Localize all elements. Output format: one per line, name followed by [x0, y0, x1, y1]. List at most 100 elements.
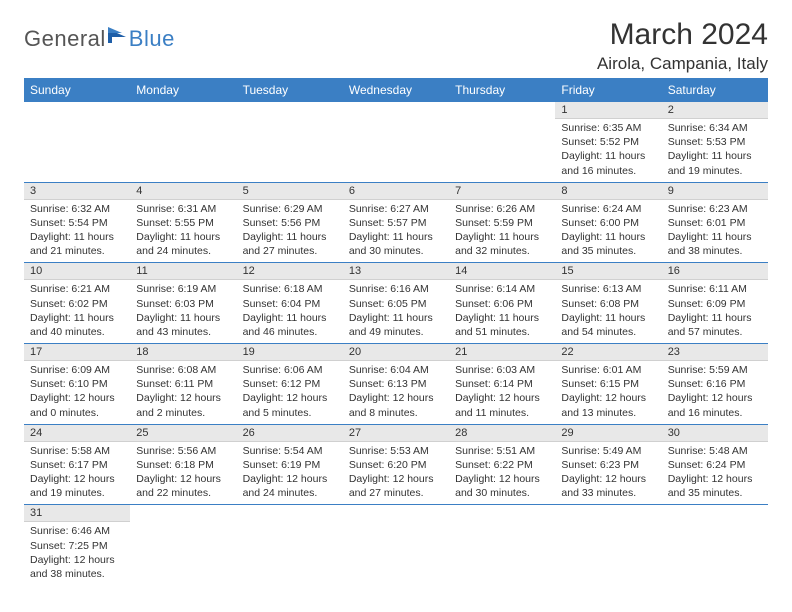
logo-text-general: General: [24, 26, 106, 52]
calendar-cell: 26Sunrise: 5:54 AMSunset: 6:19 PMDayligh…: [237, 424, 343, 505]
calendar-cell: 6Sunrise: 6:27 AMSunset: 5:57 PMDaylight…: [343, 182, 449, 263]
day-details: Sunrise: 6:21 AMSunset: 6:02 PMDaylight:…: [24, 280, 130, 343]
day-details: Sunrise: 6:35 AMSunset: 5:52 PMDaylight:…: [555, 119, 661, 182]
sunrise-line: Sunrise: 6:16 AM: [349, 282, 443, 296]
calendar-cell: 3Sunrise: 6:32 AMSunset: 5:54 PMDaylight…: [24, 182, 130, 263]
calendar-cell: 5Sunrise: 6:29 AMSunset: 5:56 PMDaylight…: [237, 182, 343, 263]
daylight-line: Daylight: 11 hours and 24 minutes.: [136, 230, 230, 258]
logo: General Blue: [24, 18, 175, 52]
calendar-cell: 14Sunrise: 6:14 AMSunset: 6:06 PMDayligh…: [449, 263, 555, 344]
day-details: Sunrise: 6:04 AMSunset: 6:13 PMDaylight:…: [343, 361, 449, 424]
logo-text-blue: Blue: [129, 26, 175, 52]
daylight-line: Daylight: 12 hours and 33 minutes.: [561, 472, 655, 500]
calendar-cell: [237, 505, 343, 585]
sunset-line: Sunset: 5:54 PM: [30, 216, 124, 230]
day-details: Sunrise: 5:53 AMSunset: 6:20 PMDaylight:…: [343, 442, 449, 505]
day-number: 1: [555, 102, 661, 119]
day-details: Sunrise: 5:51 AMSunset: 6:22 PMDaylight:…: [449, 442, 555, 505]
day-details: Sunrise: 5:49 AMSunset: 6:23 PMDaylight:…: [555, 442, 661, 505]
day-number: 11: [130, 263, 236, 280]
sunrise-line: Sunrise: 6:11 AM: [668, 282, 762, 296]
sunset-line: Sunset: 6:18 PM: [136, 458, 230, 472]
sunset-line: Sunset: 6:14 PM: [455, 377, 549, 391]
daylight-line: Daylight: 12 hours and 35 minutes.: [668, 472, 762, 500]
calendar-cell: 11Sunrise: 6:19 AMSunset: 6:03 PMDayligh…: [130, 263, 236, 344]
calendar-cell: [237, 102, 343, 182]
day-number: 15: [555, 263, 661, 280]
sunrise-line: Sunrise: 6:24 AM: [561, 202, 655, 216]
calendar-cell: [130, 102, 236, 182]
day-details: Sunrise: 6:14 AMSunset: 6:06 PMDaylight:…: [449, 280, 555, 343]
daylight-line: Daylight: 11 hours and 49 minutes.: [349, 311, 443, 339]
weekday-header: Tuesday: [237, 78, 343, 102]
calendar-table: SundayMondayTuesdayWednesdayThursdayFrid…: [24, 78, 768, 585]
sunrise-line: Sunrise: 5:53 AM: [349, 444, 443, 458]
sunset-line: Sunset: 6:11 PM: [136, 377, 230, 391]
calendar-cell: 9Sunrise: 6:23 AMSunset: 6:01 PMDaylight…: [662, 182, 768, 263]
day-number: 5: [237, 183, 343, 200]
sunrise-line: Sunrise: 6:06 AM: [243, 363, 337, 377]
calendar-cell: 27Sunrise: 5:53 AMSunset: 6:20 PMDayligh…: [343, 424, 449, 505]
day-details: Sunrise: 6:16 AMSunset: 6:05 PMDaylight:…: [343, 280, 449, 343]
day-details: Sunrise: 6:27 AMSunset: 5:57 PMDaylight:…: [343, 200, 449, 263]
day-details: Sunrise: 5:48 AMSunset: 6:24 PMDaylight:…: [662, 442, 768, 505]
daylight-line: Daylight: 12 hours and 2 minutes.: [136, 391, 230, 419]
daylight-line: Daylight: 11 hours and 35 minutes.: [561, 230, 655, 258]
day-details: Sunrise: 6:19 AMSunset: 6:03 PMDaylight:…: [130, 280, 236, 343]
calendar-cell: [343, 102, 449, 182]
day-details: Sunrise: 5:58 AMSunset: 6:17 PMDaylight:…: [24, 442, 130, 505]
day-number: 24: [24, 425, 130, 442]
day-details: Sunrise: 6:01 AMSunset: 6:15 PMDaylight:…: [555, 361, 661, 424]
calendar-cell: 31Sunrise: 6:46 AMSunset: 7:25 PMDayligh…: [24, 505, 130, 585]
day-details: Sunrise: 6:18 AMSunset: 6:04 PMDaylight:…: [237, 280, 343, 343]
weekday-header: Friday: [555, 78, 661, 102]
sunrise-line: Sunrise: 6:32 AM: [30, 202, 124, 216]
calendar-cell: [24, 102, 130, 182]
calendar-cell: 4Sunrise: 6:31 AMSunset: 5:55 PMDaylight…: [130, 182, 236, 263]
sunset-line: Sunset: 5:52 PM: [561, 135, 655, 149]
daylight-line: Daylight: 12 hours and 22 minutes.: [136, 472, 230, 500]
calendar-cell: 1Sunrise: 6:35 AMSunset: 5:52 PMDaylight…: [555, 102, 661, 182]
sunset-line: Sunset: 5:57 PM: [349, 216, 443, 230]
calendar-header-row: SundayMondayTuesdayWednesdayThursdayFrid…: [24, 78, 768, 102]
calendar-cell: 16Sunrise: 6:11 AMSunset: 6:09 PMDayligh…: [662, 263, 768, 344]
sunrise-line: Sunrise: 5:59 AM: [668, 363, 762, 377]
calendar-cell: [662, 505, 768, 585]
daylight-line: Daylight: 12 hours and 8 minutes.: [349, 391, 443, 419]
day-details: Sunrise: 6:34 AMSunset: 5:53 PMDaylight:…: [662, 119, 768, 182]
daylight-line: Daylight: 11 hours and 16 minutes.: [561, 149, 655, 177]
sunset-line: Sunset: 6:20 PM: [349, 458, 443, 472]
calendar-cell: 23Sunrise: 5:59 AMSunset: 6:16 PMDayligh…: [662, 344, 768, 425]
sunset-line: Sunset: 6:23 PM: [561, 458, 655, 472]
daylight-line: Daylight: 12 hours and 30 minutes.: [455, 472, 549, 500]
daylight-line: Daylight: 12 hours and 0 minutes.: [30, 391, 124, 419]
sunrise-line: Sunrise: 6:14 AM: [455, 282, 549, 296]
sunset-line: Sunset: 6:02 PM: [30, 297, 124, 311]
daylight-line: Daylight: 12 hours and 38 minutes.: [30, 553, 124, 581]
day-number: 18: [130, 344, 236, 361]
sunrise-line: Sunrise: 6:13 AM: [561, 282, 655, 296]
sunrise-line: Sunrise: 5:51 AM: [455, 444, 549, 458]
sunrise-line: Sunrise: 5:49 AM: [561, 444, 655, 458]
calendar-cell: 17Sunrise: 6:09 AMSunset: 6:10 PMDayligh…: [24, 344, 130, 425]
weekday-header: Wednesday: [343, 78, 449, 102]
sunrise-line: Sunrise: 5:48 AM: [668, 444, 762, 458]
daylight-line: Daylight: 12 hours and 27 minutes.: [349, 472, 443, 500]
daylight-line: Daylight: 12 hours and 13 minutes.: [561, 391, 655, 419]
sunset-line: Sunset: 6:09 PM: [668, 297, 762, 311]
sunrise-line: Sunrise: 6:21 AM: [30, 282, 124, 296]
sunset-line: Sunset: 6:13 PM: [349, 377, 443, 391]
daylight-line: Daylight: 12 hours and 5 minutes.: [243, 391, 337, 419]
day-number: 20: [343, 344, 449, 361]
calendar-cell: [130, 505, 236, 585]
day-details: Sunrise: 6:31 AMSunset: 5:55 PMDaylight:…: [130, 200, 236, 263]
day-details: Sunrise: 5:59 AMSunset: 6:16 PMDaylight:…: [662, 361, 768, 424]
daylight-line: Daylight: 12 hours and 19 minutes.: [30, 472, 124, 500]
sunrise-line: Sunrise: 5:56 AM: [136, 444, 230, 458]
day-number: 31: [24, 505, 130, 522]
sunrise-line: Sunrise: 6:31 AM: [136, 202, 230, 216]
sunrise-line: Sunrise: 6:34 AM: [668, 121, 762, 135]
day-number: 9: [662, 183, 768, 200]
day-details: Sunrise: 6:24 AMSunset: 6:00 PMDaylight:…: [555, 200, 661, 263]
calendar-cell: [449, 102, 555, 182]
